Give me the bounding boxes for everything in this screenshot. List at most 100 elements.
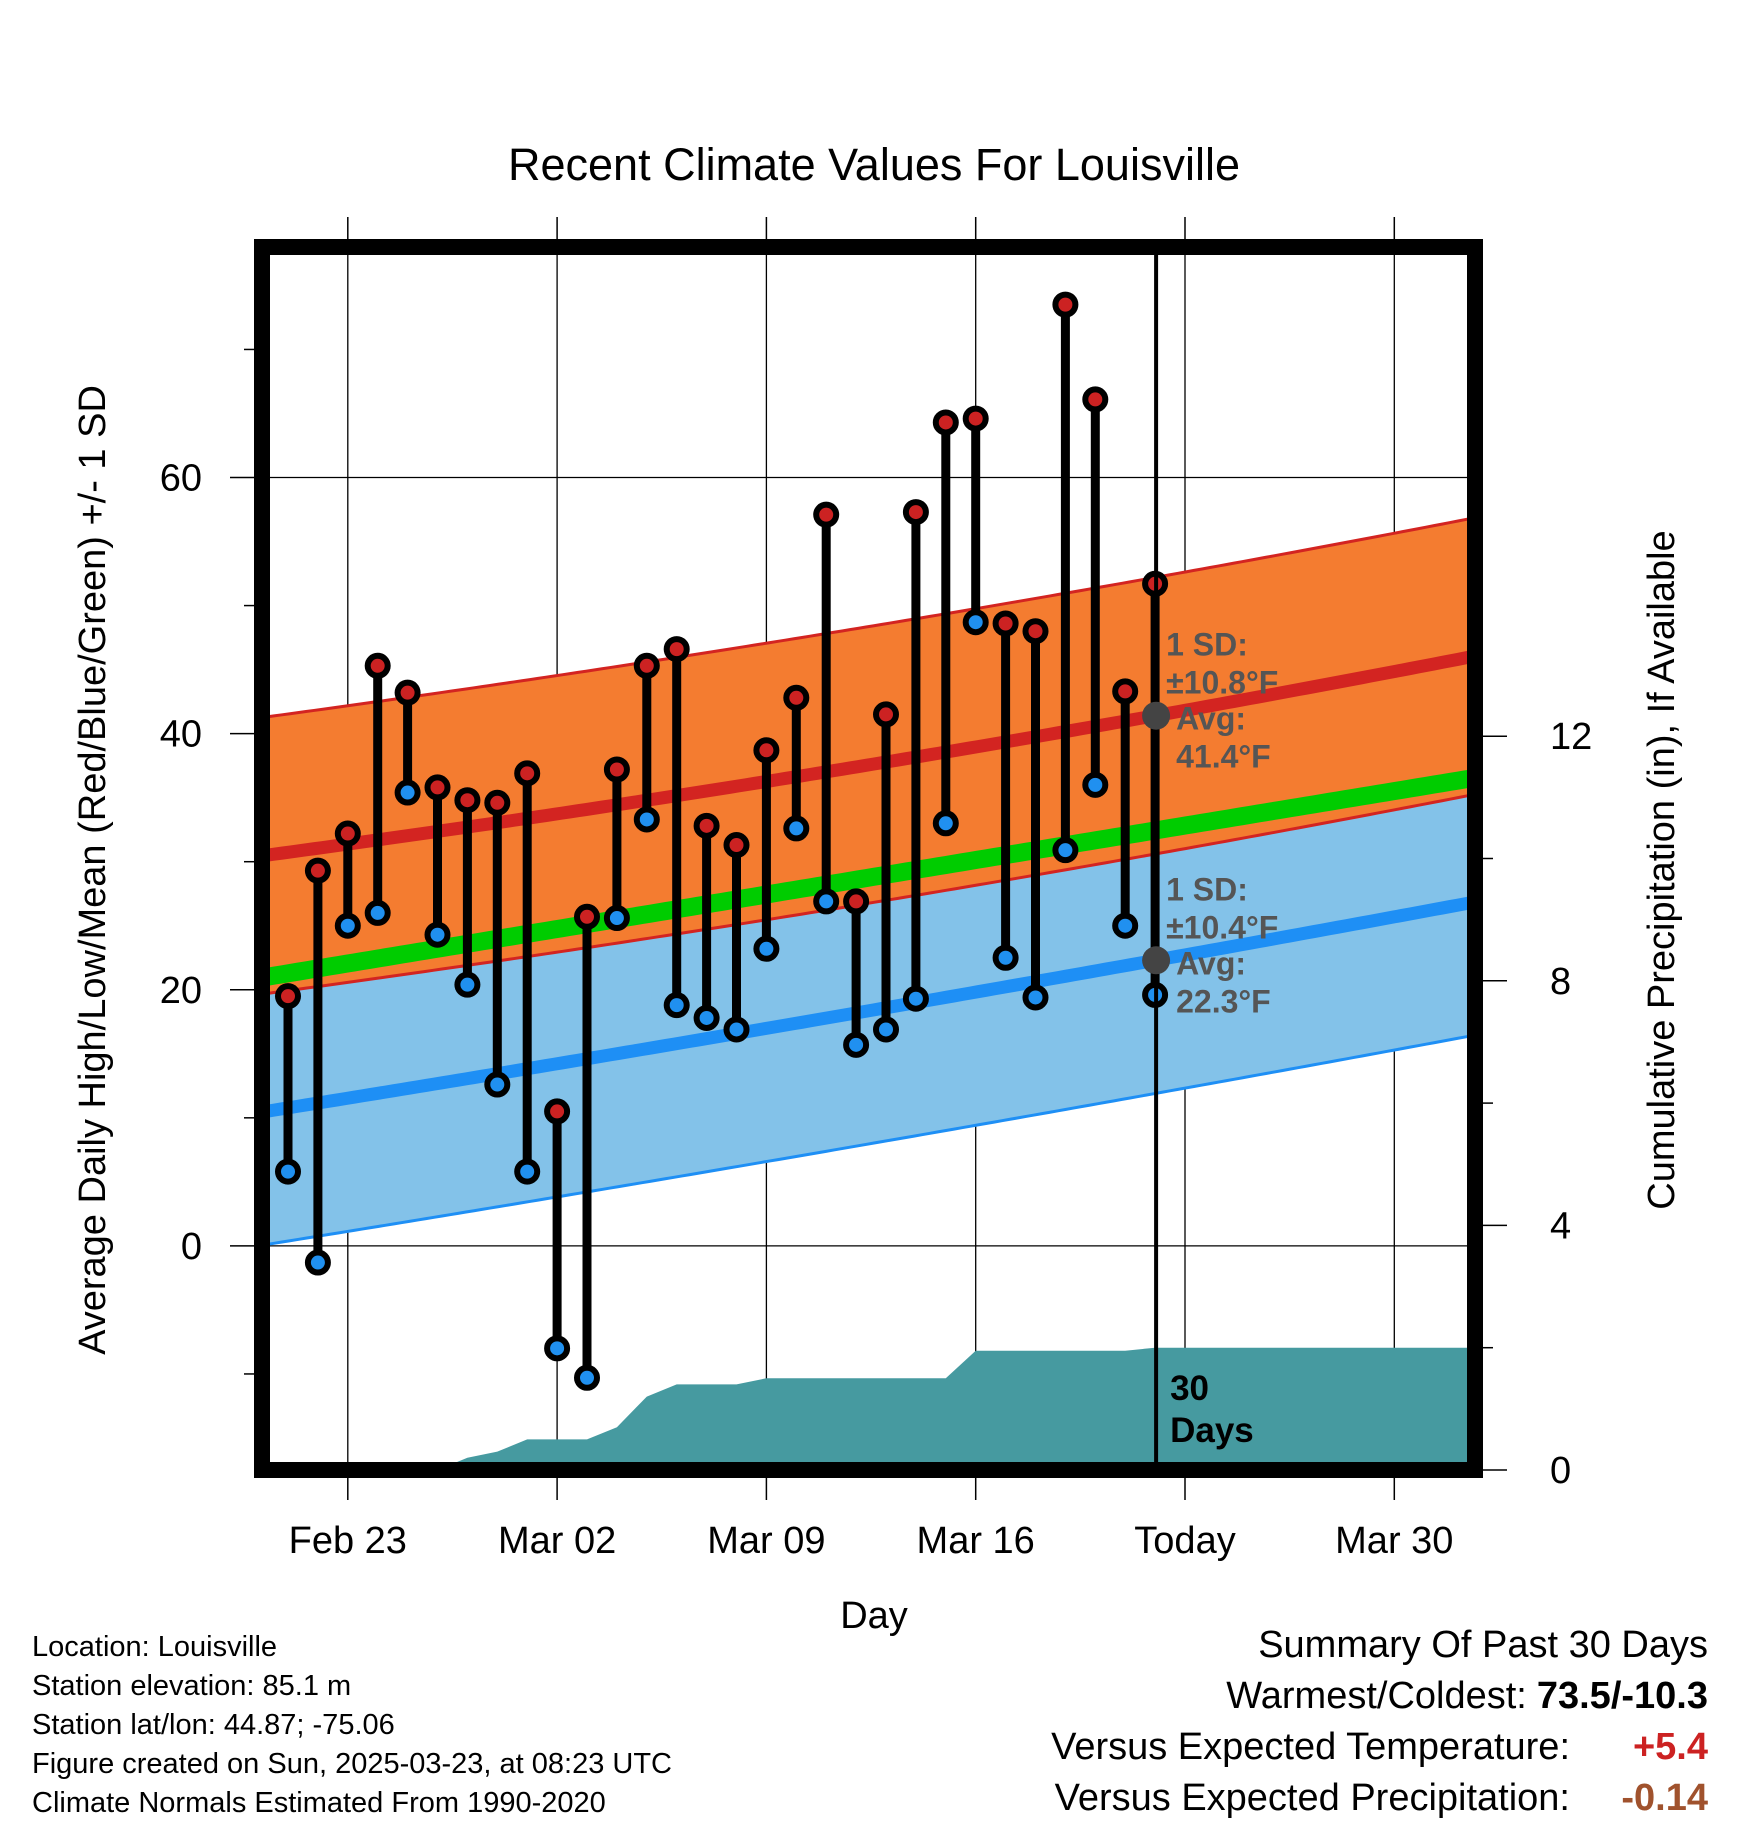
high-dot-Mar-15	[932, 409, 959, 436]
today-high-marker	[1142, 701, 1171, 730]
summary-precip-row: Versus Expected Precipitation: -0.14	[1051, 1773, 1708, 1824]
info-created: Figure created on Sun, 2025-03-23, at 08…	[32, 1748, 672, 1780]
days-word-label: Days	[1170, 1411, 1254, 1450]
plot-border	[254, 239, 1483, 1478]
y-left-tick-label-20: 20	[160, 970, 202, 1012]
summary-warmest-row: Warmest/Coldest: 73.5/-10.3	[1051, 1671, 1708, 1722]
low-dot-Mar-08	[723, 1016, 750, 1043]
chart-title: Recent Climate Values For Louisville	[508, 139, 1240, 190]
high-dot-Mar-19	[1052, 291, 1079, 318]
x-axis-label: Day	[840, 1595, 908, 1637]
low-dot-Feb-22	[304, 1249, 331, 1276]
summary-temp-row: Versus Expected Temperature: +5.4	[1051, 1722, 1708, 1773]
low-dot-Feb-26	[424, 921, 451, 948]
high-dot-Feb-24	[364, 652, 391, 679]
x-tick-label-4: Today	[1134, 1520, 1235, 1562]
x-tick-label-5: Mar 30	[1335, 1520, 1453, 1562]
plot-frame	[254, 239, 1483, 1478]
summary-precip-value: -0.14	[1621, 1777, 1708, 1819]
low-dot-Mar-07	[693, 1004, 720, 1031]
low-dot-Mar-09	[753, 935, 780, 962]
daily-dots	[275, 291, 1169, 1391]
low-dot-Feb-27	[454, 971, 481, 998]
y-left-tick-label-60: 60	[160, 458, 202, 500]
precip-cumulative-area	[266, 1347, 1471, 1470]
y-right-tick-label-8: 8	[1550, 961, 1571, 1003]
high-dot-Mar-01	[514, 760, 541, 787]
station-info: Location: Louisville Station elevation: …	[32, 1628, 672, 1823]
high-dot-Mar-10	[783, 684, 810, 711]
low-normal-line	[264, 896, 1473, 1118]
high-dot-Mar-02	[544, 1098, 571, 1125]
high-dot-Mar-05	[633, 652, 660, 679]
low-dot-Mar-03	[574, 1364, 600, 1391]
low-dot-Mar-13	[873, 1016, 899, 1043]
low-dot-Mar-19	[1052, 837, 1079, 864]
summary-precip-label: Versus Expected Precipitation:	[1054, 1777, 1570, 1819]
y-right-tick-label-4: 4	[1550, 1205, 1571, 1247]
high-dot-Mar-06	[663, 636, 690, 663]
low-dot-Mar-21	[1112, 912, 1139, 939]
y-left-tick-label-40: 40	[160, 714, 202, 756]
y-right-tick-label-0: 0	[1550, 1450, 1571, 1492]
low-dot-Feb-28	[484, 1071, 511, 1098]
low-dot-Feb-24	[364, 899, 391, 926]
x-tick-label-3: Mar 16	[917, 1520, 1035, 1562]
high-dot-Mar-14	[902, 499, 929, 526]
low-dot-Mar-11	[813, 888, 840, 915]
high-dot-Mar-20	[1082, 386, 1109, 413]
low-dot-Mar-18	[1022, 984, 1049, 1011]
summary-temp-label: Versus Expected Temperature:	[1051, 1726, 1570, 1768]
summary-warmest-value: 73.5/-10.3	[1536, 1675, 1708, 1717]
high-dot-Mar-07	[693, 812, 720, 839]
high-dot-Feb-22	[304, 857, 331, 884]
high-dot-Mar-03	[574, 903, 600, 930]
low-dot-Feb-23	[334, 912, 361, 939]
high-dot-Mar-12	[843, 888, 870, 915]
low-dot-Mar-17	[992, 944, 1019, 971]
low-dot-Mar-06	[663, 992, 690, 1019]
high-dot-Feb-27	[454, 787, 481, 814]
low-dot-Mar-20	[1082, 771, 1109, 798]
high-dot-Feb-21	[275, 983, 301, 1010]
high-dot-Mar-09	[753, 737, 780, 764]
high-dot-Mar-18	[1022, 618, 1049, 645]
low-dot-Mar-15	[932, 810, 959, 837]
y-left-tick-label-0: 0	[181, 1226, 202, 1268]
high-sd-label: 1 SD:	[1166, 627, 1248, 663]
today-low-marker	[1142, 946, 1171, 975]
y-axis-left-label: Average Daily High/Low/Mean (Red/Blue/Gr…	[72, 385, 114, 1355]
high-sd-value: ±10.8°F	[1166, 665, 1278, 701]
low-sd-label: 1 SD:	[1166, 871, 1248, 907]
info-location: Location: Louisville	[32, 1631, 278, 1663]
high-dot-Feb-28	[484, 789, 511, 816]
low-dot-Feb-21	[275, 1158, 301, 1185]
axes: Feb 23 Mar 02 Mar 09 Mar 16 Today Mar 3002040…	[160, 217, 1592, 1562]
low-dot-Mar-02	[544, 1335, 571, 1362]
high-dot-Feb-26	[424, 774, 451, 801]
x-tick-label-1: Mar 02	[498, 1520, 616, 1562]
high-dot-Mar-13	[873, 701, 899, 728]
days-count-label: 30	[1170, 1369, 1209, 1408]
high-dot-Mar-17	[992, 610, 1019, 637]
low-dot-Mar-04	[603, 905, 630, 932]
high-avg-label: Avg:	[1176, 701, 1246, 737]
high-dot-Mar-11	[813, 501, 840, 528]
low-avg-label: Avg:	[1176, 945, 1246, 981]
high-avg-value: 41.4°F	[1176, 739, 1271, 775]
info-elevation: Station elevation: 85.1 m	[32, 1670, 352, 1702]
high-dot-Mar-16	[962, 405, 989, 432]
low-dot-Mar-01	[514, 1158, 541, 1185]
low-sd-value: ±10.4°F	[1166, 909, 1278, 945]
summary-warmest-label: Warmest/Coldest:	[1226, 1675, 1527, 1717]
y-axis-right-label: Cumulative Precipitation (in), If Availa…	[1641, 530, 1683, 1209]
summary-temp-value: +5.4	[1632, 1726, 1708, 1768]
low-dot-Mar-10	[783, 815, 810, 842]
summary-title: Summary Of Past 30 Days	[1258, 1624, 1708, 1666]
x-tick-label-2: Mar 09	[707, 1520, 825, 1562]
high-dot-Mar-21	[1112, 678, 1139, 705]
low-dot-Feb-25	[394, 779, 421, 806]
high-dot-Mar-04	[603, 756, 630, 783]
